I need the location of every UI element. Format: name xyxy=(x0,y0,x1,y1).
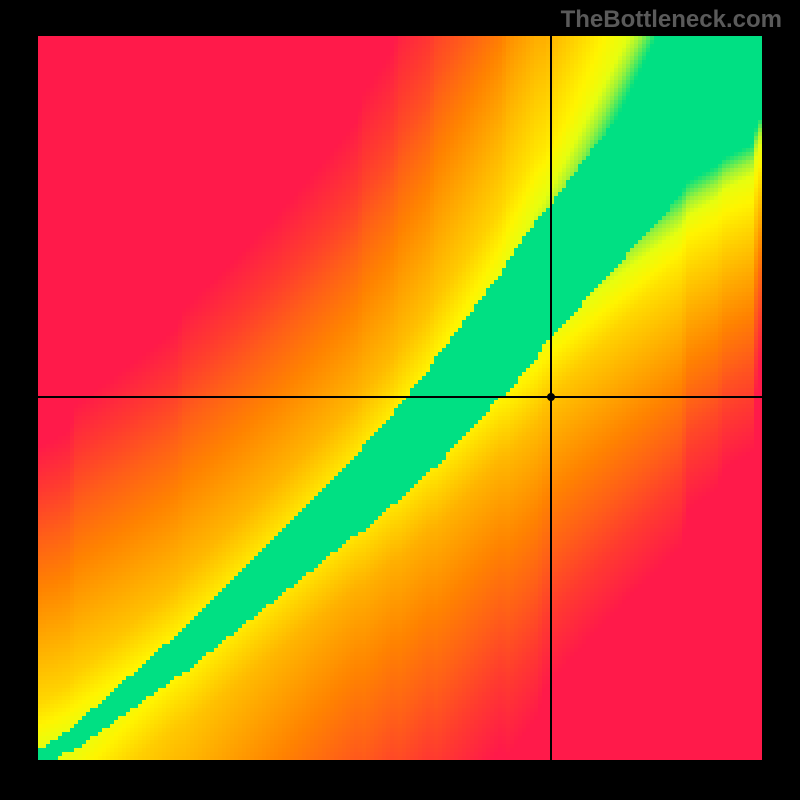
crosshair-horizontal-line xyxy=(38,396,762,398)
bottleneck-heatmap xyxy=(38,36,762,760)
image-root: TheBottleneck.com xyxy=(0,0,800,800)
watermark-text: TheBottleneck.com xyxy=(561,6,782,34)
crosshair-marker-dot xyxy=(547,393,555,401)
